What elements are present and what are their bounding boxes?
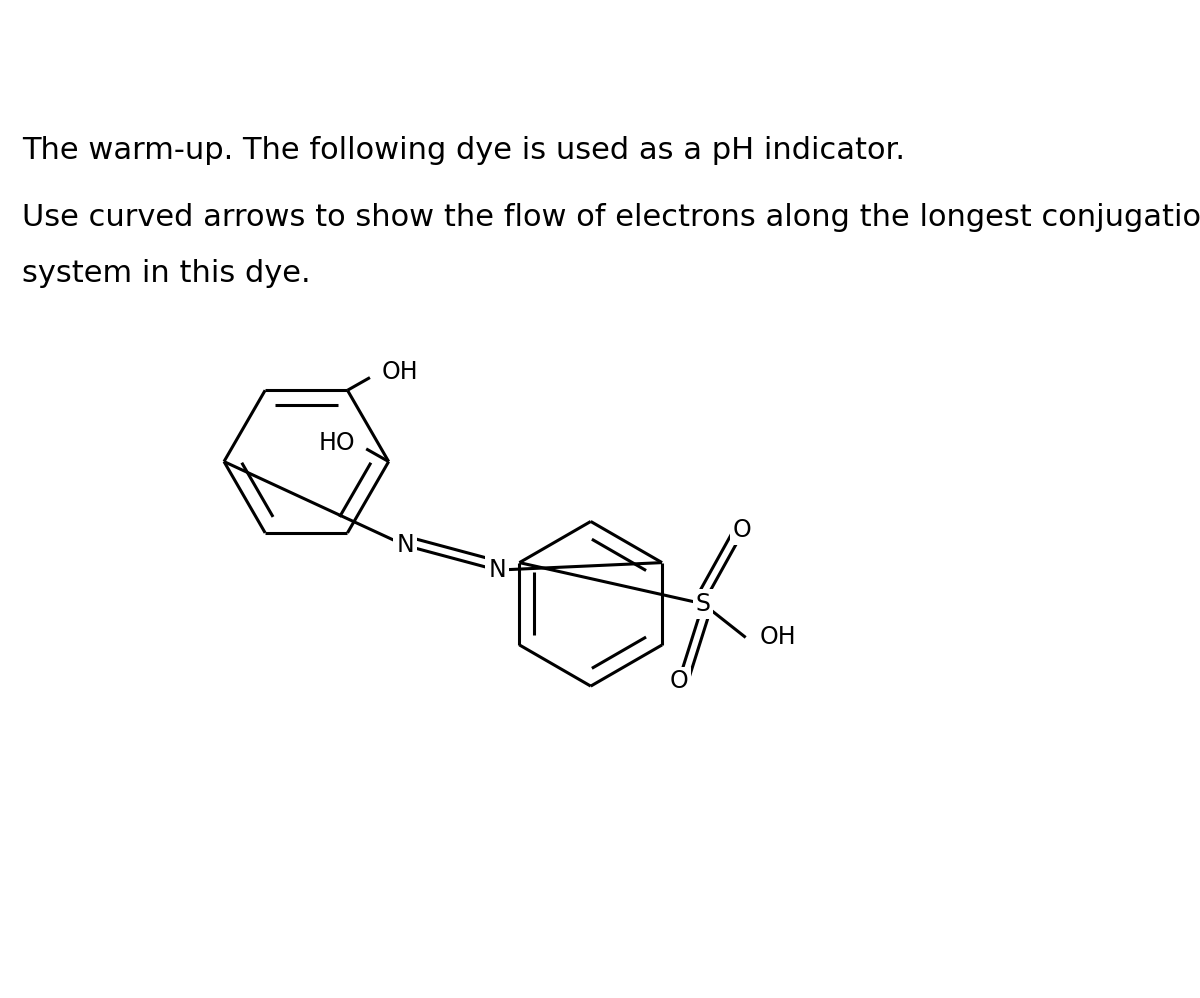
Text: The warm-up. The following dye is used as a pH indicator.: The warm-up. The following dye is used a… <box>23 136 905 165</box>
Text: HO: HO <box>318 431 355 455</box>
Text: O: O <box>670 669 689 693</box>
Text: S: S <box>696 592 710 616</box>
Text: OH: OH <box>760 626 796 650</box>
Text: N: N <box>396 533 414 558</box>
Text: OH: OH <box>382 359 418 383</box>
Text: N: N <box>488 558 506 582</box>
Text: system in this dye.: system in this dye. <box>23 259 311 288</box>
Text: O: O <box>732 518 751 543</box>
Text: Use curved arrows to show the flow of electrons along the longest conjugation: Use curved arrows to show the flow of el… <box>23 204 1200 233</box>
